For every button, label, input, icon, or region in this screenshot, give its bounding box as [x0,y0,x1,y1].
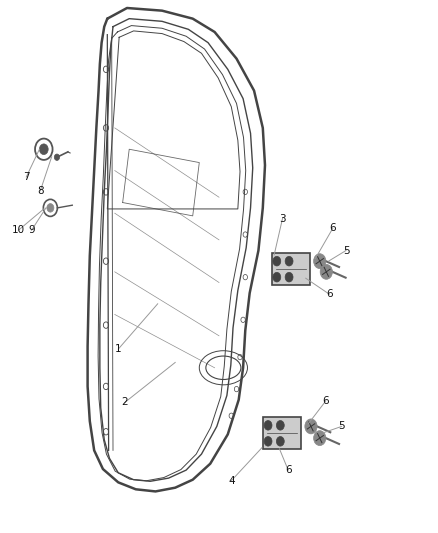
Text: 5: 5 [343,246,350,255]
Circle shape [47,204,54,212]
Circle shape [276,421,284,430]
Bar [263,417,301,449]
Circle shape [39,144,48,155]
Text: 5: 5 [338,422,345,431]
Circle shape [320,264,332,279]
Circle shape [276,437,284,446]
Circle shape [285,256,293,266]
Circle shape [273,272,281,282]
Text: 6: 6 [329,223,336,233]
Circle shape [314,431,326,446]
Circle shape [314,254,326,269]
Text: 2: 2 [121,398,128,407]
Circle shape [305,419,317,434]
Circle shape [54,154,60,160]
Text: 1: 1 [115,344,122,354]
Text: 7: 7 [23,172,30,182]
Text: 9: 9 [28,225,35,235]
Bar [272,253,310,285]
Text: 4: 4 [228,476,235,486]
Text: 6: 6 [326,289,333,299]
Circle shape [273,256,281,266]
Text: 3: 3 [279,214,286,223]
Text: 6: 6 [322,396,329,406]
Circle shape [285,272,293,282]
Text: 8: 8 [37,186,44,196]
Text: 6: 6 [285,465,292,475]
Circle shape [264,437,272,446]
Text: 10: 10 [12,225,25,235]
Circle shape [264,421,272,430]
